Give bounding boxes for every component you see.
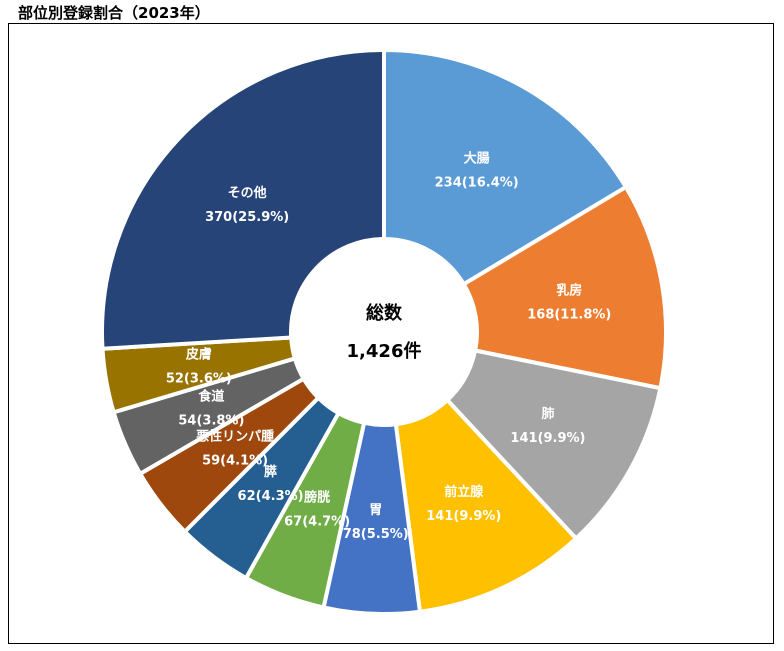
slice-value-label: 52(3.6%) — [166, 372, 232, 387]
slice-value-label: 59(4.1%) — [202, 454, 268, 469]
slice-2 — [444, 348, 663, 542]
slice-name-label: 膵 — [264, 464, 277, 480]
slice-name-label: 皮膚 — [185, 347, 212, 363]
slice-name-label: 胃 — [369, 503, 382, 518]
slice-name-label: 乳房 — [556, 282, 582, 298]
slice-0 — [382, 47, 629, 287]
slice-name-label: 食道 — [198, 389, 224, 405]
slice-name-label: その他 — [228, 185, 267, 201]
slice-name-label: 悪性リンパ腫 — [196, 429, 274, 445]
slice-name-label: 前立腺 — [444, 484, 484, 500]
center-label: 総数 — [366, 302, 403, 324]
slice-value-label: 168(11.8%) — [527, 307, 611, 322]
slice-3 — [393, 397, 579, 614]
center-value: 1,426件 — [347, 340, 422, 362]
slice-value-label: 54(3.8%) — [178, 414, 244, 429]
slice-1 — [461, 184, 668, 391]
slice-value-label: 141(9.9%) — [510, 431, 585, 446]
slice-name-label: 肺 — [541, 406, 554, 422]
slice-value-label: 234(16.4%) — [435, 175, 519, 190]
slice-name-label: 大腸 — [464, 150, 490, 166]
slice-value-label: 370(25.9%) — [205, 210, 289, 225]
slice-10 — [100, 47, 386, 351]
slice-value-label: 67(4.7%) — [284, 515, 350, 530]
slice-value-label: 78(5.5%) — [343, 527, 409, 542]
slice-value-label: 62(4.3%) — [238, 489, 304, 504]
chart-title: 部位別登録割合（2023年） — [18, 4, 210, 22]
slice-name-label: 膀胱 — [303, 490, 330, 506]
chart-frame — [8, 23, 774, 644]
slice-value-label: 141(9.9%) — [426, 509, 501, 524]
